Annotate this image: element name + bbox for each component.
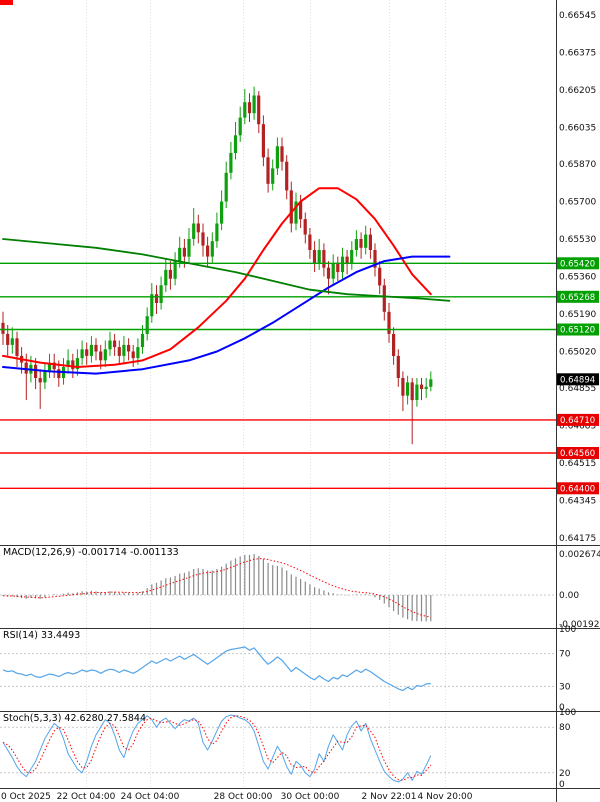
macd-axis-label: -0.001923 [559,620,600,630]
stoch-panel: 100 80 200 [0,708,576,790]
stoch-indicator-label: Stoch(5,3,3) 42.6280 27.5844 [3,713,147,724]
time-axis-label: 0 Oct 2025 [1,792,51,802]
price-axis-label: 0.65530 [559,235,596,245]
price-axis-label: 0.66205 [559,86,596,96]
time-axis-label: 28 Oct 00:00 [214,792,273,802]
macd-signal-line [2,558,431,618]
price-level-box [557,447,599,459]
price-axis-label: 0.64345 [559,497,596,507]
time-axis-label: 22 Oct 04:00 [57,792,116,802]
macd-panel: 0.002674 0.00 -0.001923 [0,550,600,630]
price-axis-label: 0.64685 [559,422,596,432]
stoch-axis-label: 100 [559,708,576,718]
rsi-axis-label: 100 [559,625,576,635]
price-axis-label: 0.66375 [559,49,596,59]
rsi-axis-label: 0 [559,703,565,713]
price-level-box [557,413,599,426]
price-level-box [557,257,599,270]
time-axis-label: 24 Oct 04:00 [121,792,180,802]
price-level-box [557,373,599,386]
ma-red-line [2,187,432,368]
price-level-box-label: 0.64710 [560,416,595,426]
price-axis-label: 0.64175 [559,534,596,544]
price-level-box [557,482,599,495]
candlesticks [1,86,433,445]
time-axis-label: 2 Nov 22:01 [362,792,417,802]
ma-green-line [2,238,451,302]
rsi-axis-label: 70 [559,650,571,660]
price-axis-label: 0.65870 [559,160,596,170]
stoch-k-line [2,714,432,783]
price-level-boxes: 0.65420 0.65268 0.65120 0.64894 0.64710 0.645… [557,257,599,495]
rsi-line [2,646,431,692]
price-level-box-label: 0.64894 [560,376,595,386]
price-axis-label: 0.65190 [559,310,596,320]
vertical-gridlines [86,0,446,788]
price-level-box [557,290,599,303]
price-axis[interactable]: 0.66545 0.66375 0.66205 0.66035 0.65870 0.657… [559,11,596,544]
corner-marker [0,0,13,5]
price-level-box [557,323,599,336]
price-axis-label: 0.65700 [559,198,596,208]
macd-axis-label: 0.002674 [559,550,600,560]
time-axis-label: 4 Nov 20:00 [418,792,473,802]
price-axis-label: 0.64855 [559,384,596,394]
price-level-box-label: 0.65268 [560,293,595,303]
price-level-box-label: 0.65420 [560,260,595,270]
rsi-axis-label: 30 [559,682,571,692]
macd-axis-label: 0.00 [559,591,579,601]
horizontal-level-lines [0,262,556,489]
stoch-axis-label: 0 [559,780,565,790]
price-axis-label: 0.65020 [559,348,596,358]
time-axis[interactable]: 0 Oct 2025 22 Oct 04:00 24 Oct 04:00 28 Oct… [1,792,473,802]
stoch-axis-label: 20 [559,769,571,779]
price-axis-label: 0.64515 [559,459,596,469]
price-axis-label: 0.65360 [559,273,596,283]
price-level-box-label: 0.64400 [560,485,595,495]
macd-indicator-label: MACD(12,26,9) -0.001714 -0.001133 [3,547,179,558]
rsi-indicator-label: RSI(14) 33.4493 [3,630,81,641]
price-level-box-label: 0.64560 [560,449,595,459]
ma-blue-line [2,255,451,375]
stoch-d-line [2,715,432,781]
price-axis-label: 0.66035 [559,124,596,134]
stoch-axis-label: 80 [559,723,571,733]
rsi-panel: 100 70 30 0 [0,625,576,713]
time-axis-label: 30 Oct 00:00 [281,792,340,802]
price-axis-label: 0.66545 [559,11,596,21]
price-level-box-label: 0.65120 [560,326,595,336]
